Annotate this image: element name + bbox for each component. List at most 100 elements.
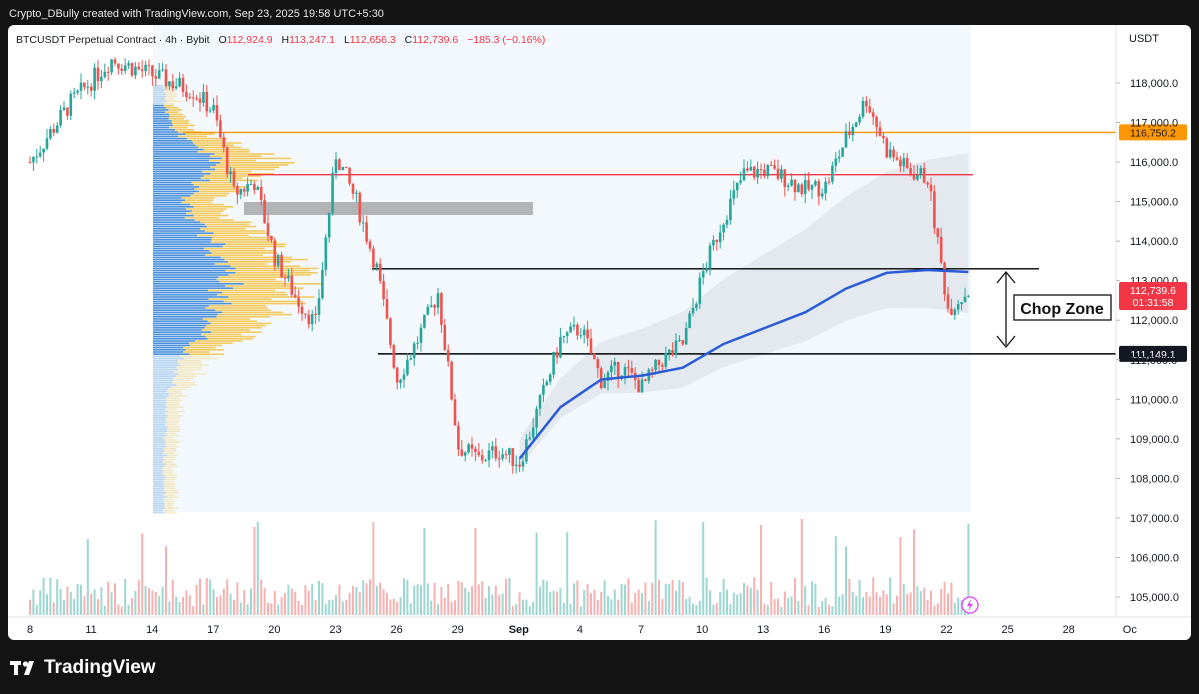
candle-body[interactable] [749, 166, 753, 171]
candle-body[interactable] [327, 213, 331, 238]
candle-body[interactable] [300, 306, 304, 314]
candle-body[interactable] [477, 452, 481, 456]
candle-body[interactable] [960, 302, 963, 305]
candle-body[interactable] [436, 293, 440, 308]
candle-body[interactable] [783, 169, 787, 188]
candle-body[interactable] [382, 281, 385, 300]
candle-body[interactable] [667, 349, 671, 353]
candle-body[interactable] [395, 367, 399, 383]
candle-body[interactable] [263, 200, 266, 224]
candle-body[interactable] [195, 98, 198, 100]
candle-body[interactable] [259, 186, 263, 201]
candle-body[interactable] [246, 184, 249, 192]
candle-body[interactable] [589, 338, 593, 354]
candle-body[interactable] [49, 129, 52, 139]
candle-body[interactable] [35, 156, 39, 158]
candle-body[interactable] [331, 173, 334, 214]
candle-body[interactable] [824, 181, 827, 194]
candle-body[interactable] [953, 309, 957, 315]
candle-body[interactable] [640, 379, 644, 393]
candle-body[interactable] [684, 327, 688, 345]
candle-body[interactable] [287, 275, 290, 279]
candle-body[interactable] [946, 294, 950, 309]
candle-body[interactable] [440, 293, 443, 325]
candle-body[interactable] [307, 314, 311, 325]
candle-body[interactable] [576, 324, 579, 336]
candle-body[interactable] [242, 188, 246, 192]
candle-body[interactable] [786, 185, 790, 188]
candle-body[interactable] [535, 408, 538, 428]
candle-body[interactable] [803, 180, 807, 195]
candle-body[interactable] [185, 91, 188, 97]
candle-body[interactable] [518, 464, 521, 467]
candle-body[interactable] [113, 59, 117, 64]
candle-body[interactable] [769, 165, 773, 167]
candle-body[interactable] [103, 71, 107, 77]
candle-body[interactable] [266, 223, 270, 236]
candle-body[interactable] [453, 399, 457, 426]
candle-body[interactable] [127, 63, 130, 66]
candle-body[interactable] [273, 240, 277, 266]
candle-body[interactable] [106, 71, 110, 73]
candle-body[interactable] [59, 110, 62, 126]
candle-body[interactable] [205, 91, 209, 112]
tradingview-brand[interactable]: TradingView [10, 656, 156, 680]
candle-body[interactable] [236, 186, 239, 195]
candle-body[interactable] [735, 182, 739, 191]
candle-body[interactable] [933, 191, 936, 229]
candle-body[interactable] [793, 179, 797, 193]
candle-body[interactable] [912, 173, 916, 180]
candle-body[interactable] [321, 269, 324, 299]
candle-body[interactable] [389, 318, 392, 346]
candle-body[interactable] [222, 137, 226, 148]
candle-body[interactable] [304, 313, 307, 315]
candle-body[interactable] [892, 149, 895, 158]
candle-body[interactable] [613, 361, 617, 366]
candle-body[interactable] [76, 90, 79, 93]
candle-body[interactable] [732, 190, 736, 199]
candle-body[interactable] [814, 181, 817, 186]
candle-body[interactable] [715, 239, 719, 243]
candle-body[interactable] [790, 179, 793, 186]
candle-body[interactable] [593, 353, 596, 360]
candle-body[interactable] [154, 76, 158, 79]
candle-body[interactable] [491, 446, 494, 451]
candle-body[interactable] [725, 220, 729, 225]
candle-body[interactable] [86, 86, 90, 88]
candle-body[interactable] [62, 107, 66, 111]
candle-body[interactable] [134, 66, 137, 76]
candle-body[interactable] [610, 365, 613, 373]
candle-body[interactable] [317, 298, 321, 315]
candle-body[interactable] [919, 167, 923, 175]
candle-body[interactable] [297, 297, 300, 307]
candle-body[interactable] [572, 324, 576, 327]
candle-body[interactable] [443, 324, 447, 350]
candle-body[interactable] [474, 448, 477, 453]
candle-body[interactable] [69, 93, 73, 116]
candle-body[interactable] [293, 294, 297, 298]
candle-body[interactable] [756, 168, 759, 178]
candle-body[interactable] [776, 168, 780, 179]
candle-body[interactable] [276, 254, 280, 266]
time-axis-labels[interactable]: 8 11 14 17 20 23 26 29 Sep 4 7 10 13 16 19 22 25 28 Oc [27, 624, 1137, 636]
candle-body[interactable] [270, 235, 273, 241]
candle-body[interactable] [899, 159, 902, 167]
candle-body[interactable] [664, 352, 668, 367]
candle-body[interactable] [729, 198, 732, 221]
candle-body[interactable] [871, 112, 875, 117]
candle-body[interactable] [708, 245, 712, 269]
candle-body[interactable] [606, 372, 610, 381]
candle-body[interactable] [358, 192, 362, 223]
candle-body[interactable] [429, 305, 433, 307]
candle-body[interactable] [140, 69, 144, 72]
candle-body[interactable] [712, 239, 715, 246]
candle-body[interactable] [351, 183, 355, 194]
candle-body[interactable] [171, 81, 175, 89]
candle-body[interactable] [586, 329, 589, 339]
candle-body[interactable] [501, 454, 504, 459]
candle-body[interactable] [151, 65, 154, 77]
candle-body[interactable] [548, 374, 552, 382]
candle-body[interactable] [83, 82, 86, 88]
candle-body[interactable] [314, 313, 317, 315]
candle-body[interactable] [117, 63, 120, 69]
